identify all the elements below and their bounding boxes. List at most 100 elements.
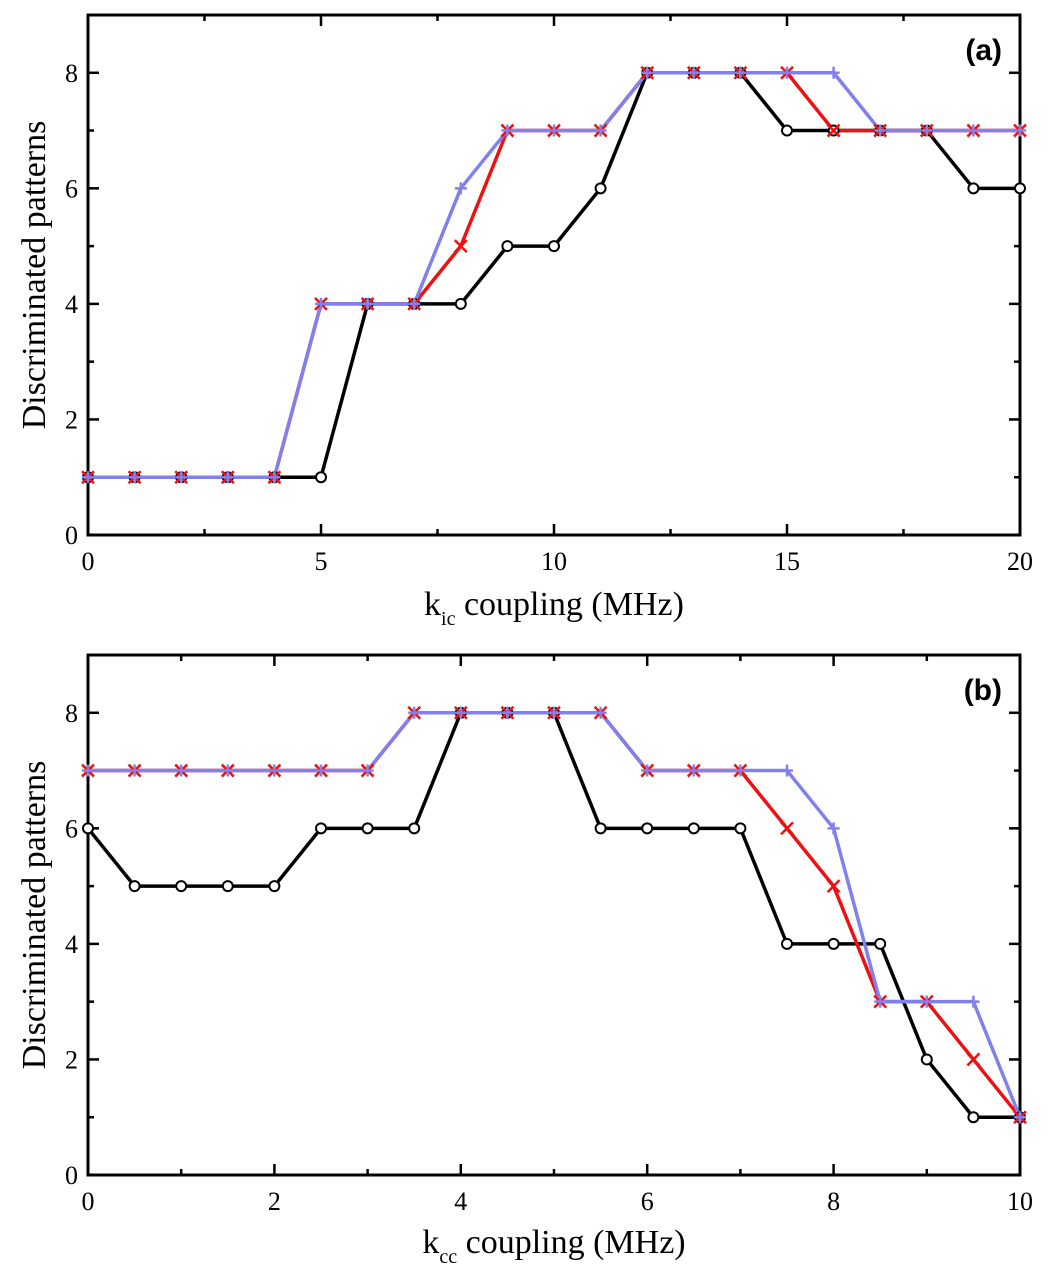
data-point-plus [315, 764, 327, 777]
data-point-cross [453, 239, 468, 253]
data-point-circle [315, 471, 327, 484]
data-point-circle [920, 1053, 933, 1066]
data-point-circle [641, 822, 654, 835]
data-point-plus [920, 124, 933, 137]
data-point-circle [874, 937, 887, 950]
data-point-plus [920, 995, 933, 1008]
data-point-plus [687, 66, 700, 79]
data-point-cross [826, 879, 841, 893]
y-tick-label: 2 [65, 405, 78, 434]
x-axis-label-subscript: cc [439, 1246, 457, 1268]
x-tick-label: 10 [1007, 1187, 1033, 1216]
data-point-plus [641, 66, 654, 79]
x-axis-label-rest: coupling (MHz) [455, 586, 684, 623]
data-point-cross [826, 123, 841, 138]
data-point-circle [454, 297, 467, 310]
panel-b-chart: 0 2 4 6 8 10 0 2 4 6 8 kcc coupling (MHz) Discrimina… [16, 653, 1033, 1268]
data-point-circle [781, 124, 793, 137]
data-point-plus [128, 764, 141, 777]
data-point-plus [874, 124, 887, 137]
data-point-plus [454, 706, 467, 719]
x-tick-label: 0 [82, 1187, 95, 1216]
data-point-circle [734, 822, 747, 835]
data-point-plus [501, 706, 514, 719]
data-point-plus [734, 66, 747, 79]
x-axis-label: kic coupling (MHz) [424, 586, 684, 630]
data-point-plus [268, 764, 281, 777]
data-point-circle [221, 880, 234, 893]
y-tick-label: 6 [65, 814, 78, 843]
data-point-plus [268, 471, 281, 484]
data-point-plus [781, 66, 793, 79]
data-point-plus [781, 764, 793, 777]
y-tick-label: 0 [65, 1161, 78, 1190]
x-axis-label-subscript: ic [441, 608, 456, 630]
panel-label: (b) [964, 674, 1002, 707]
x-tick-label: 20 [1007, 547, 1033, 576]
x-tick-label: 0 [82, 547, 95, 576]
x-tick-label: 4 [454, 1187, 467, 1216]
data-point-plus [641, 764, 654, 777]
y-axis-label: Discriminated patterns [16, 761, 53, 1070]
data-point-plus [82, 764, 94, 777]
data-point-circle [1014, 182, 1026, 195]
data-point-plus [687, 764, 700, 777]
data-point-plus [827, 66, 840, 79]
x-tick-label: 6 [641, 1187, 654, 1216]
x-tick-label: 2 [268, 1187, 281, 1216]
data-point-plus [361, 297, 374, 310]
data-point-plus [967, 124, 980, 137]
data-point-circle [268, 880, 281, 893]
data-point-plus [315, 297, 327, 310]
y-tick-label: 4 [65, 930, 78, 959]
data-point-plus [221, 764, 234, 777]
data-point-plus [221, 471, 234, 484]
data-point-cross [966, 1052, 981, 1067]
data-point-plus [361, 764, 374, 777]
data-point-plus [175, 764, 188, 777]
data-point-plus [594, 124, 607, 137]
y-tick-label: 0 [65, 521, 78, 550]
data-point-circle [967, 182, 980, 195]
data-point-plus [408, 297, 421, 310]
x-tick-label: 5 [315, 547, 328, 576]
data-point-circle [967, 1111, 980, 1124]
data-point-circle [408, 822, 421, 835]
data-point-plus [1014, 1111, 1026, 1124]
data-point-plus [734, 764, 747, 777]
data-point-plus [82, 471, 94, 484]
data-point-plus [827, 822, 840, 835]
data-point-circle [175, 880, 188, 893]
data-point-plus [454, 182, 467, 195]
data-point-circle [548, 240, 560, 253]
data-point-circle [594, 822, 607, 835]
data-point-plus [967, 995, 980, 1008]
x-axis-label-main: k [422, 1224, 439, 1261]
x-tick-label: 15 [774, 547, 800, 576]
data-point-plus [594, 706, 607, 719]
plot-frame [86, 13, 1022, 537]
data-point-circle [501, 240, 514, 253]
data-point-cross [780, 821, 794, 836]
data-point-plus [501, 124, 514, 137]
x-tick-label: 8 [827, 1187, 840, 1216]
data-point-circle [128, 880, 141, 893]
data-point-plus [1014, 124, 1026, 137]
data-point-circle [82, 822, 94, 835]
y-tick-label: 8 [65, 699, 78, 728]
y-tick-label: 6 [65, 174, 78, 203]
x-axis-label-rest: coupling (MHz) [457, 1224, 686, 1261]
data-point-circle [687, 822, 700, 835]
data-point-plus [408, 706, 421, 719]
x-axis-label: kcc coupling (MHz) [422, 1224, 685, 1268]
data-point-circle [361, 822, 374, 835]
data-point-circle [594, 182, 607, 195]
data-point-plus [874, 995, 887, 1008]
data-point-circle [827, 937, 840, 950]
panel-label: (a) [965, 34, 1002, 67]
panel-a-chart: 0 5 10 15 20 0 2 4 6 8 kic coupling (MHz) Discrimin… [16, 13, 1033, 630]
plot-frame [86, 653, 1022, 1177]
data-point-circle [315, 822, 327, 835]
data-point-plus [128, 471, 141, 484]
